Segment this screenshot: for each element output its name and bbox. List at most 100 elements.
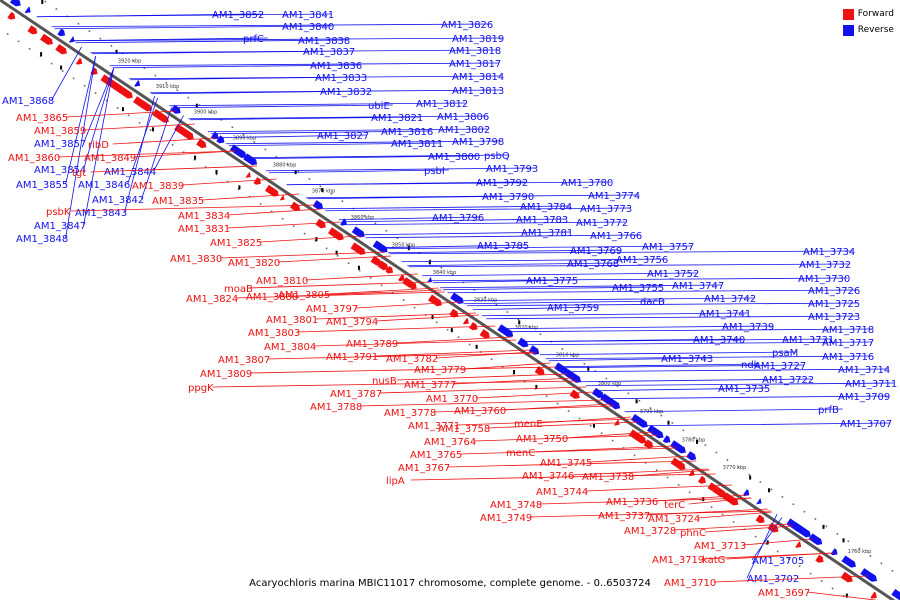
forward-gene [245,171,251,178]
feature-marker [587,366,590,371]
outer-track-dot-top [638,399,641,402]
reverse-leader-line [75,39,348,44]
reverse-leader-line [593,387,768,392]
outer-track-dot-top [869,555,872,557]
forward-gene [90,67,98,75]
reverse-leader-line [645,422,890,427]
reverse-gene-label: AM1_3848 [16,234,68,245]
feature-marker [450,328,453,333]
outer-track-dot-bottom [732,521,735,523]
forward-leader-line [359,399,606,407]
reverse-gene [868,573,877,582]
reverse-gene-label: AM1_3806 [437,112,489,123]
forward-swatch [842,8,854,20]
forward-gene [569,389,580,399]
legend-item-reverse: Reverse [842,22,894,38]
reverse-gene-label: AM1_3772 [576,218,628,229]
outer-track-dot-top [561,348,564,350]
forward-gene [870,591,877,599]
forward-leader-line [807,591,883,602]
caption: Acaryochloris marina MBIC11017 chromosom… [249,578,651,589]
feature-marker [215,169,218,174]
reverse-leader-line [51,46,82,101]
outer-track-dot-top [187,96,190,99]
reverse-gene [891,588,900,601]
reverse-gene [742,489,750,497]
outer-track-dot-bottom [589,425,592,427]
forward-leader-line [704,525,794,533]
outer-track-dot-bottom [193,158,196,161]
outer-track-dot-bottom [138,121,141,124]
outer-track-dot-top [308,178,311,180]
forward-gene [55,43,67,55]
forward-gene-label: AM1_3782 [386,354,438,365]
reverse-leader-line [322,205,570,210]
forward-gene-label: AM1_3770 [426,394,478,405]
forward-gene [795,541,802,548]
reverse-leader-line [228,142,441,147]
forward-leader-line [655,494,747,502]
forward-leader-line [503,403,612,411]
reverse-gene-label: psaM [772,348,798,359]
feature-marker [667,420,670,425]
forward-leader-line [267,352,536,360]
reverse-gene-label: AM1_3747 [672,281,724,292]
outer-track-dot-bottom [50,62,53,65]
outer-track-dot-top [836,533,839,535]
reverse-gene-label: AM1_3725 [808,299,860,310]
forward-gene [730,497,739,506]
outer-track-dot-bottom [633,454,636,457]
reverse-leader-line [751,517,783,561]
forward-gene-label: AM1_3807 [218,355,270,366]
reverse-gene-label: AM1_3816 [381,127,433,138]
outer-track-dot-bottom [204,166,207,168]
forward-gene [118,86,133,99]
outer-track-dot-bottom [600,432,603,434]
forward-leader-line [313,339,517,347]
outer-track-dot-bottom [391,291,394,294]
forward-gene-label: AM1_3788 [310,402,362,413]
forward-gene-label: AM1_3865 [16,113,68,124]
feature-marker [60,65,63,70]
reverse-leader-line [545,355,872,360]
feature-marker [768,488,771,493]
reverse-gene [630,413,648,428]
reverse-gene-label: AM1_3827 [317,131,369,142]
forward-gene-label: AM1_3797 [306,304,358,315]
forward-gene [449,308,459,318]
outer-track-dot-bottom [765,543,768,545]
feature-marker [592,423,595,428]
reverse-gene-label: AM1_3837 [303,47,355,58]
reverse-gene [686,451,697,461]
forward-leader-line [647,508,768,516]
reverse-leader-line [109,62,499,67]
reverse-gene-label: AM1_3811 [391,139,443,150]
reverse-gene-label: AM1_3833 [315,73,367,84]
reverse-gene-label: AM1_3784 [520,202,572,213]
feature-marker [475,344,478,349]
forward-leader-line [529,510,771,518]
forward-leader-line [453,377,573,385]
forward-gene-label: AM1_3746 [522,471,574,482]
reverse-leader-line [486,315,858,320]
forward-gene [370,255,382,266]
forward-gene-label: AM1_3831 [178,224,230,235]
outer-track-dot-bottom [336,254,339,257]
feature-marker [115,49,118,54]
reverse-leader-line [382,245,692,250]
reverse-leader-line [387,249,620,254]
forward-leader-line [227,221,341,229]
forward-gene-label: AM1_3820 [228,258,280,269]
forward-gene [410,282,417,290]
feature-marker [315,237,318,242]
legend: Forward Reverse [842,6,894,38]
outer-track-dot-bottom [259,203,262,205]
outer-track-dot-bottom [127,114,130,117]
forward-gene-label: AM1_3749 [480,513,532,524]
reverse-gene-label: dacB [640,297,665,308]
outer-track-dot-top [715,451,718,454]
reverse-leader-line [207,128,488,133]
scale-tick-label: 3780 kbp [682,437,706,443]
reverse-leader-line [380,244,527,249]
reverse-leader-line [585,382,895,387]
